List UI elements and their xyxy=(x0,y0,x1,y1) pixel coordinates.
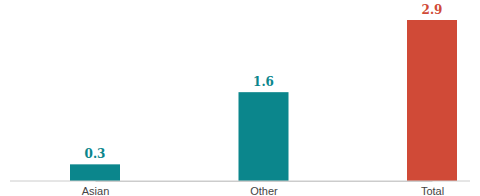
x-tick-label: Other xyxy=(250,185,278,196)
x-tick: Other xyxy=(250,181,278,196)
data-label: 2.9 xyxy=(422,3,443,17)
bar xyxy=(407,20,457,181)
data-label: 0.3 xyxy=(85,147,106,161)
x-axis: Asian Other Total xyxy=(82,181,444,196)
x-tick: Asian xyxy=(82,181,110,196)
x-tick: Total xyxy=(421,181,444,196)
chart: 0.3 1.6 2.9 Asian Other Total xyxy=(0,0,480,196)
x-axis-line xyxy=(96,181,433,182)
bars xyxy=(70,20,457,181)
data-labels: 0.3 1.6 2.9 xyxy=(85,3,443,161)
x-tick-label: Total xyxy=(421,185,444,196)
x-tick-label: Asian xyxy=(82,185,110,196)
baseline xyxy=(10,181,470,182)
data-label: 1.6 xyxy=(253,75,274,89)
bar xyxy=(239,92,289,181)
bar xyxy=(70,164,120,181)
